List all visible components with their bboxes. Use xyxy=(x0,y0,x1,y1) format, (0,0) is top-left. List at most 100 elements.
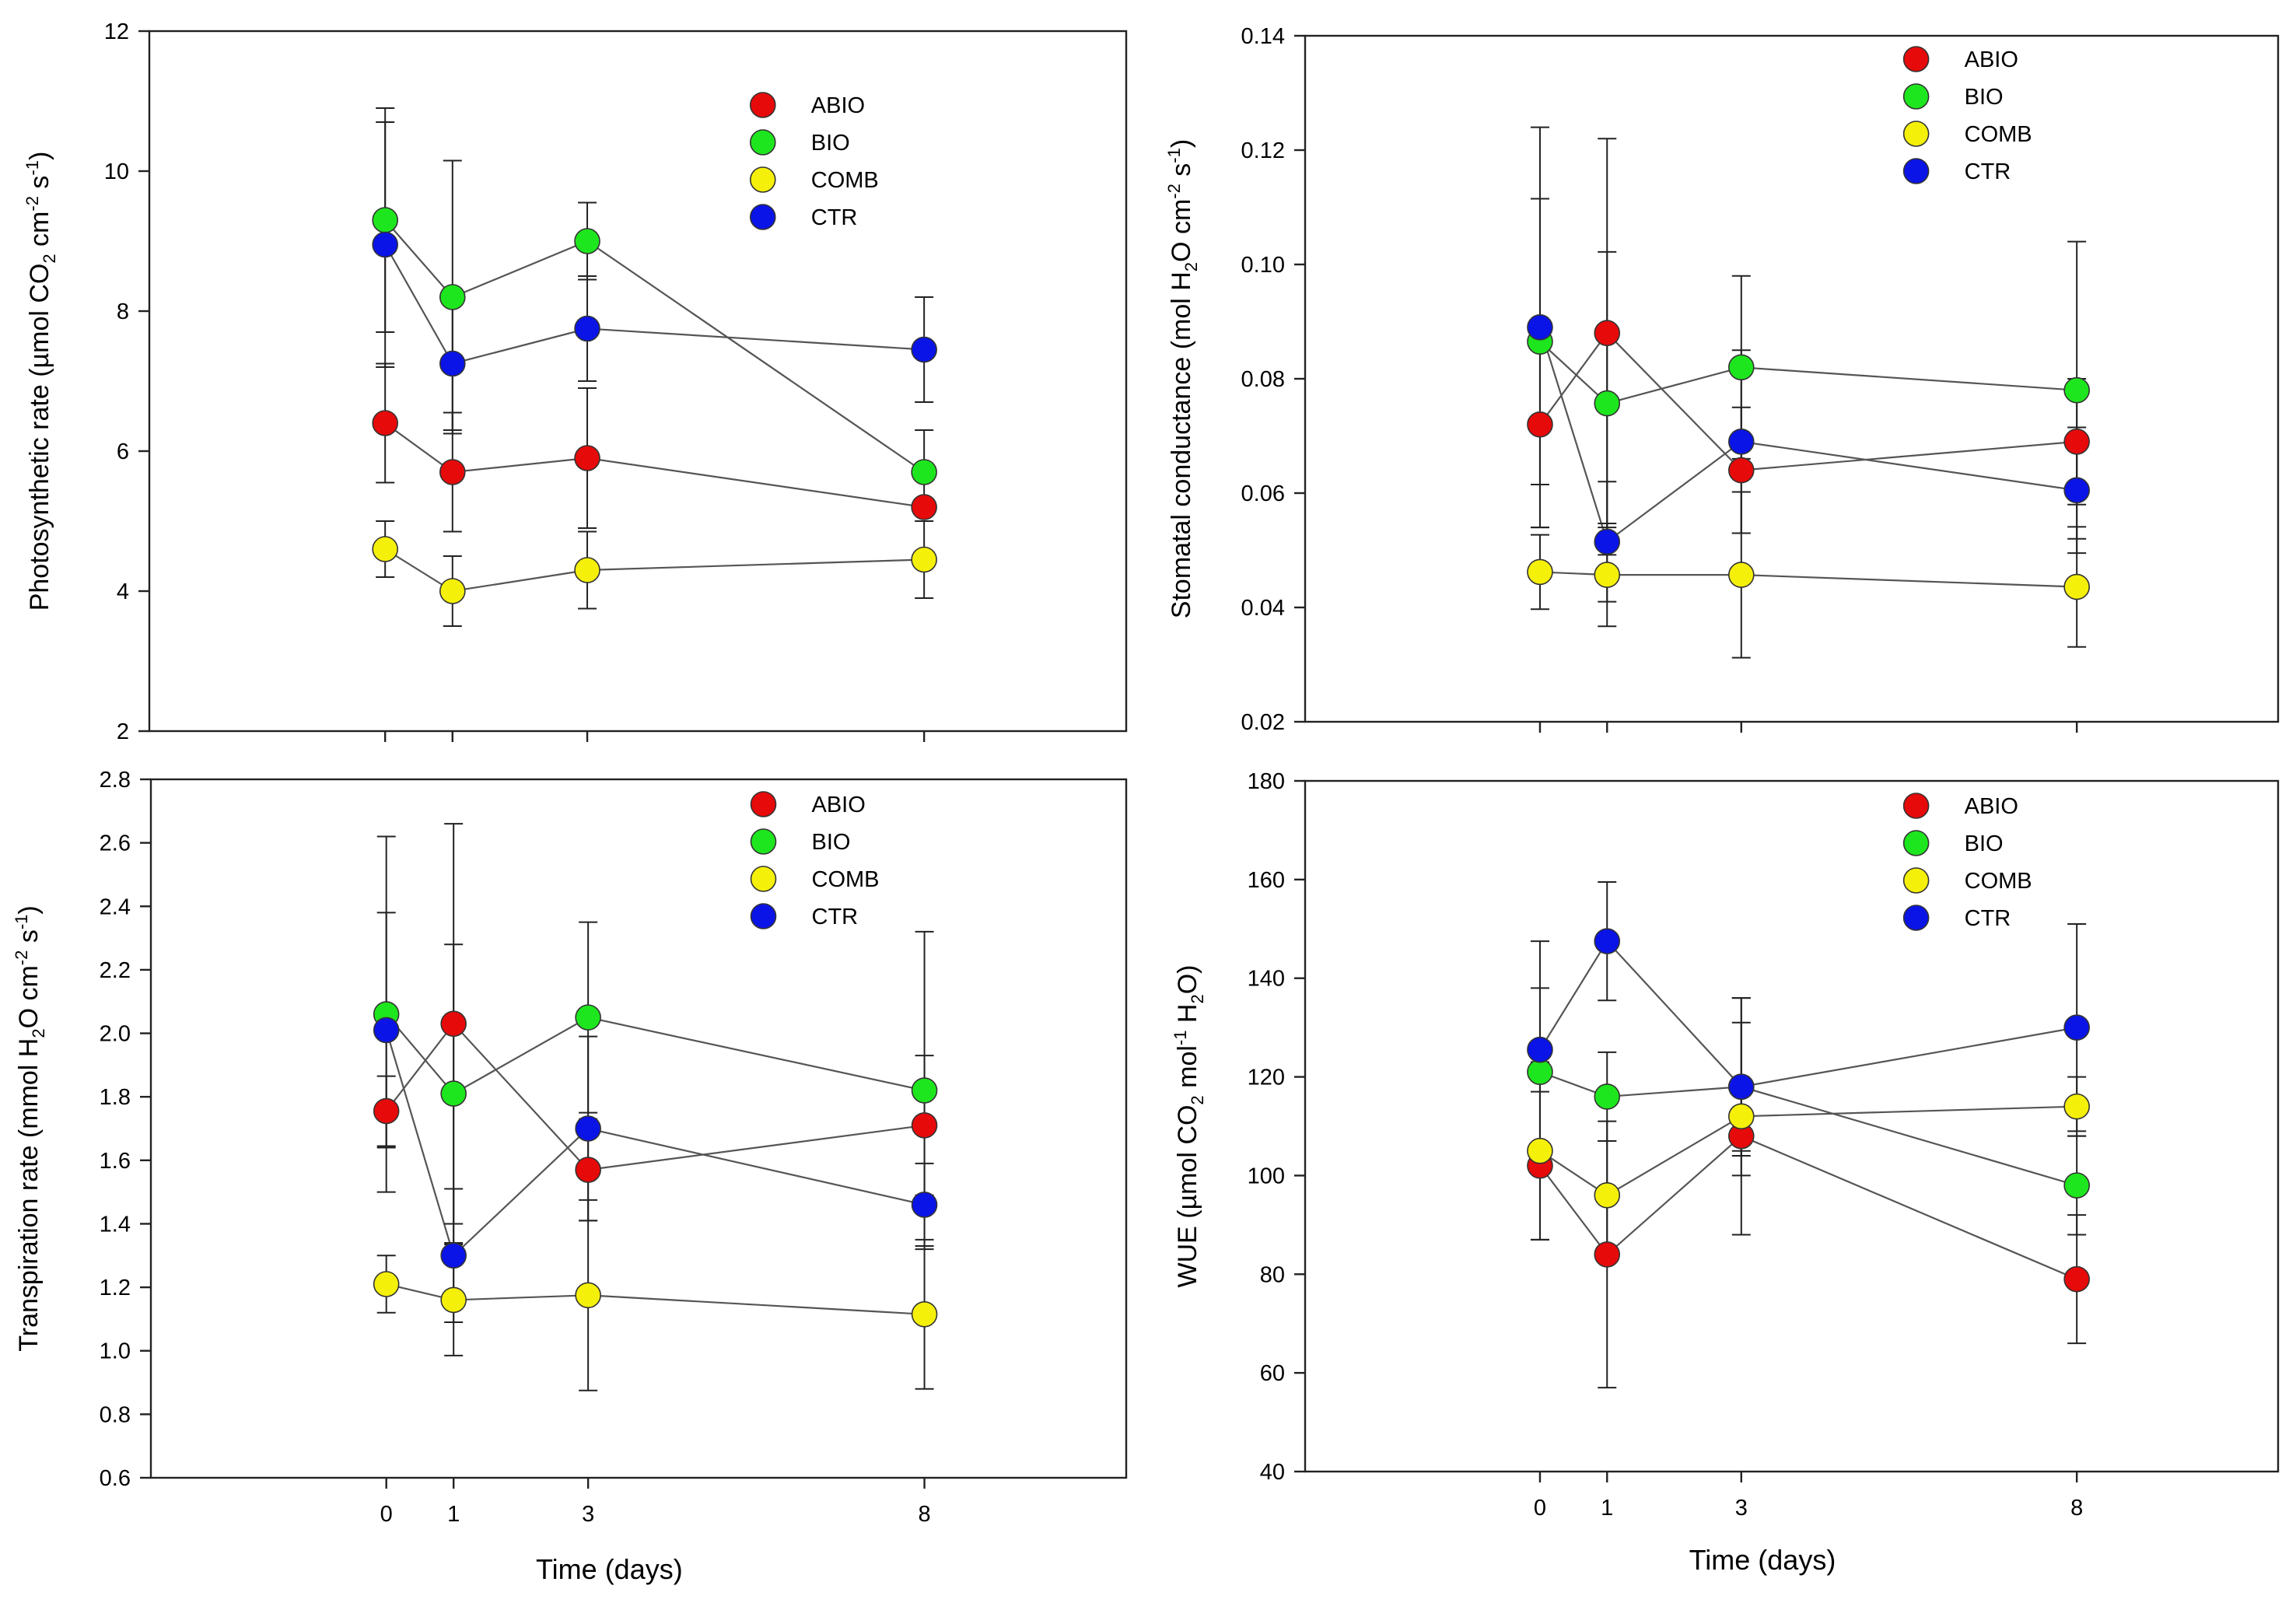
legend-marker-bio xyxy=(1902,830,1930,856)
x-tick-label: 3 xyxy=(582,1502,594,1527)
data-point-abio xyxy=(440,1010,467,1038)
y-tick-label: 0.08 xyxy=(1241,367,1285,392)
y-tick-label: 2.8 xyxy=(100,768,131,793)
x-tick-label: 0 xyxy=(1534,1496,1546,1521)
legend-marker-comb xyxy=(750,866,777,892)
series-line-ctr xyxy=(385,1030,925,1258)
data-point-abio xyxy=(439,459,466,485)
data-point-bio xyxy=(1594,1083,1621,1110)
y-tick-label: 1.8 xyxy=(100,1085,131,1110)
y-axis-label: Transpiration rate (mmol H2O cm-2 s-1) xyxy=(12,905,48,1351)
data-point-bio xyxy=(575,1004,601,1031)
data-point-comb xyxy=(1594,1182,1621,1209)
y-tick-label: 0.14 xyxy=(1241,24,1285,49)
series-line-abio xyxy=(385,1022,925,1171)
y-tick-label: 1.0 xyxy=(100,1339,131,1364)
x-tick-label: 3 xyxy=(1735,1496,1748,1521)
legend-marker-abio xyxy=(749,92,776,118)
chart-panel-bottom-left: 0.6 0.8 1.0 1.2 1.4 1.6 1.8 2.0 2.2 2.4 2.6 2.8 0 1 3 8… xyxy=(12,768,1128,1585)
y-tick-label: 100 xyxy=(1248,1164,1285,1188)
data-point-abio xyxy=(2063,1265,2090,1293)
data-point-ctr xyxy=(1727,429,1755,455)
legend-marker-ctr xyxy=(749,204,776,230)
series-line-comb xyxy=(1539,1105,2077,1197)
data-point-ctr xyxy=(2063,477,2090,504)
y-tick-label: 8 xyxy=(117,299,129,324)
chart-panel-top-right: 0.02 0.04 0.06 0.08 0.10 0.12 0.14 Stomatal con… xyxy=(1164,24,2280,735)
data-point-comb xyxy=(1727,1103,1755,1130)
y-axis-label: Photosynthetic rate (µmol CO2 cm-2 s-1) xyxy=(23,152,59,611)
series-line-comb xyxy=(386,1283,925,1315)
legend-marker-comb xyxy=(1902,867,1930,894)
series-line-comb xyxy=(384,548,925,593)
data-point-ctr xyxy=(372,231,398,258)
y-tick-label: 60 xyxy=(1260,1361,1285,1386)
legend-label-bio: BIO xyxy=(1965,831,2004,856)
data-point-ctr xyxy=(911,1192,938,1218)
y-tick-label: 2.4 xyxy=(100,894,131,919)
data-point-comb xyxy=(373,1271,400,1297)
legend-marker-comb xyxy=(1902,121,1930,147)
legend-label-comb: COMB xyxy=(812,867,880,892)
y-tick-label: 0.10 xyxy=(1241,253,1285,278)
y-tick-label: 0.12 xyxy=(1241,138,1285,163)
data-point-bio xyxy=(911,459,937,485)
data-point-ctr xyxy=(440,1242,467,1269)
data-point-ctr xyxy=(1527,314,1553,341)
data-point-ctr xyxy=(439,350,466,377)
data-point-comb xyxy=(1527,558,1553,586)
legend-label-abio: ABIO xyxy=(1965,47,2018,72)
x-tick-label: 1 xyxy=(447,1502,460,1527)
y-tick-label: 0.8 xyxy=(100,1402,131,1427)
data-point-bio xyxy=(439,284,466,310)
y-tick-label: 2 xyxy=(117,719,129,744)
y-tick-label: 1.2 xyxy=(100,1276,131,1300)
data-point-comb xyxy=(2063,573,2090,600)
legend-marker-ctr xyxy=(750,903,777,929)
data-point-ctr xyxy=(1594,928,1621,954)
data-point-comb xyxy=(440,1286,467,1314)
legend-label-comb: COMB xyxy=(1965,869,2032,894)
y-tick-label: 80 xyxy=(1260,1262,1285,1287)
y-tick-label: 10 xyxy=(104,159,129,184)
x-axis-label: Time (days) xyxy=(536,1553,683,1585)
legend-label-abio: ABIO xyxy=(1965,794,2018,819)
data-point-ctr xyxy=(2063,1014,2090,1041)
data-point-comb xyxy=(911,1300,938,1328)
y-tick-label: 0.06 xyxy=(1241,481,1285,506)
series-line-abio xyxy=(1539,1135,2077,1280)
y-tick-label: 12 xyxy=(104,19,129,44)
series-line-comb xyxy=(1539,571,2077,588)
y-tick-label: 0.02 xyxy=(1241,710,1285,735)
legend-marker-ctr xyxy=(1902,905,1930,931)
data-point-ctr xyxy=(1527,1036,1553,1063)
data-point-comb xyxy=(574,557,600,583)
data-point-ctr xyxy=(575,1115,601,1142)
series-line-bio xyxy=(385,1013,925,1095)
data-point-comb xyxy=(911,546,937,573)
data-point-abio xyxy=(575,1157,601,1183)
x-axis-label: Time (days) xyxy=(1689,1544,1836,1576)
data-point-comb xyxy=(1527,1137,1553,1164)
y-tick-label: 0.04 xyxy=(1241,596,1285,621)
plot-frame xyxy=(1304,779,2280,1473)
data-point-ctr xyxy=(574,315,600,342)
legend-marker-ctr xyxy=(1902,158,1930,184)
data-point-ctr xyxy=(1727,1073,1755,1101)
y-axis-label: Stomatal conductance (mol H2O cm-2 s-1) xyxy=(1164,139,1201,618)
legend-label-comb: COMB xyxy=(1965,122,2032,147)
data-point-abio xyxy=(1727,457,1755,484)
legend-label-abio: ABIO xyxy=(812,793,866,817)
y-tick-label: 140 xyxy=(1248,967,1285,992)
data-point-abio xyxy=(911,494,937,520)
data-point-comb xyxy=(439,578,466,604)
series-line-abio xyxy=(384,422,925,509)
y-tick-label: 2.6 xyxy=(100,831,131,856)
legend-marker-abio xyxy=(750,791,777,817)
data-point-comb xyxy=(2063,1093,2090,1120)
data-point-bio xyxy=(1527,1059,1553,1086)
x-tick-label: 1 xyxy=(1601,1496,1613,1521)
y-tick-label: 2.0 xyxy=(100,1022,131,1047)
data-point-abio xyxy=(1594,320,1621,347)
